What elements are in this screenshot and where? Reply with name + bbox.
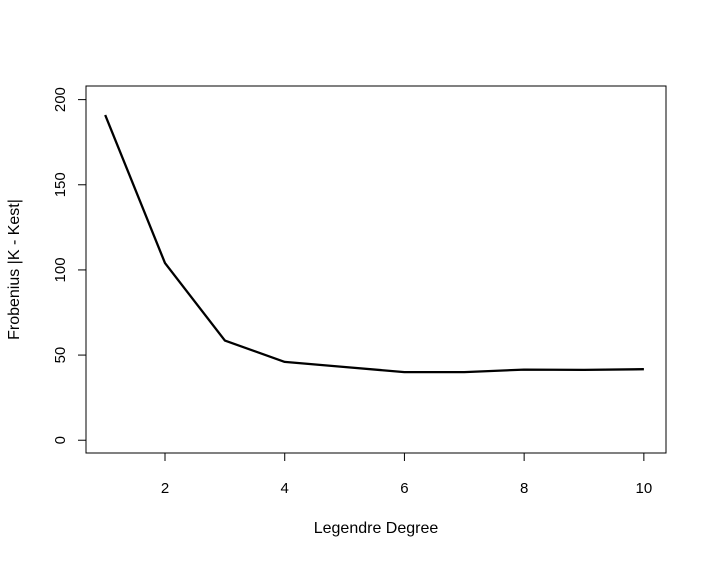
x-tick-label: 4 — [281, 480, 289, 497]
y-tick-label: 100 — [52, 257, 69, 282]
x-tick-label: 6 — [400, 480, 408, 497]
x-tick-label: 10 — [636, 480, 653, 497]
series-line — [104, 114, 644, 374]
y-tick-label: 200 — [52, 87, 69, 112]
y-axis-label: Frobenius |K - Kest| — [6, 199, 23, 340]
series-layer — [104, 114, 644, 374]
x-tick-label: 8 — [520, 480, 528, 497]
x-axis: 2 4 6 8 10 — [161, 453, 652, 497]
y-tick-label: 50 — [52, 347, 69, 364]
y-tick-label: 150 — [52, 172, 69, 197]
plot-frame — [85, 85, 667, 454]
x-tick-label: 2 — [161, 480, 169, 497]
x-axis-label: Legendre Degree — [314, 520, 439, 537]
y-axis: 0 50 100 150 200 — [52, 87, 86, 444]
y-tick-label: 0 — [52, 436, 69, 444]
